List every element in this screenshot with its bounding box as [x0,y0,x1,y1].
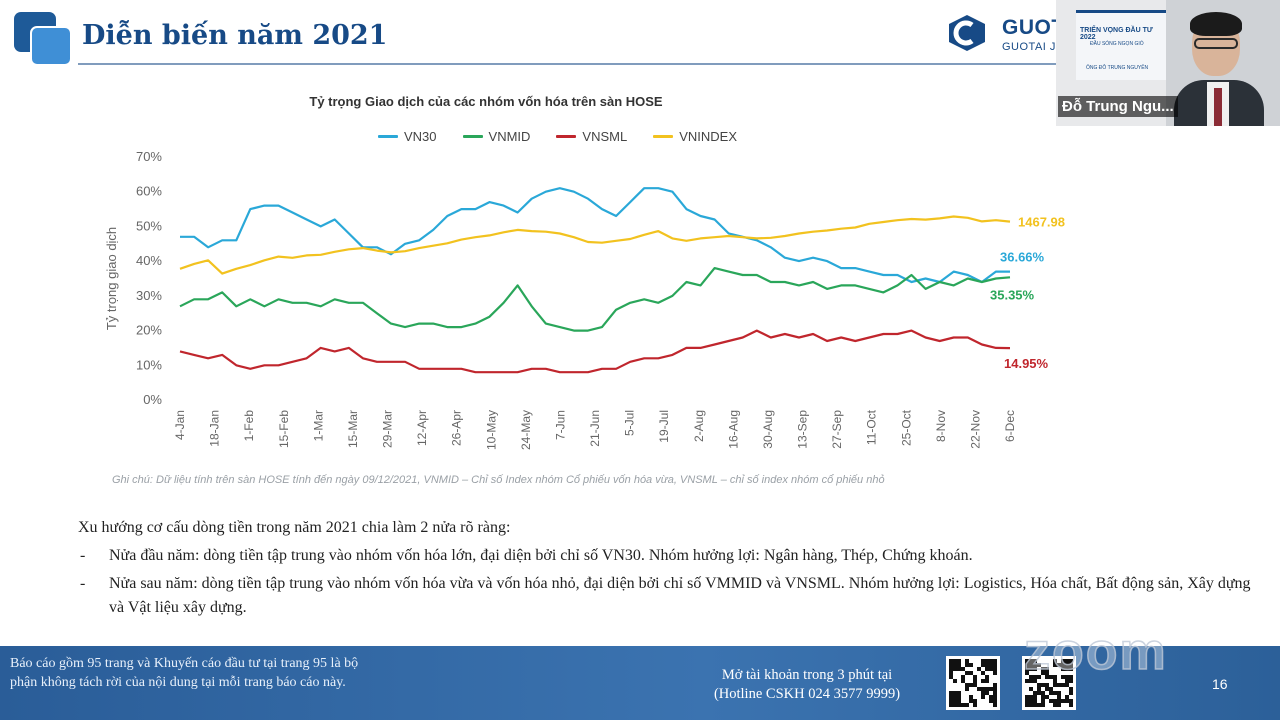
data-label-vnindex: 1467.98 [1018,215,1065,230]
y-axis-label: Tỷ trọng giao dịch [104,227,119,330]
x-tick-label: 24-May [519,410,533,450]
zoom-watermark: zoom [1023,622,1168,682]
footer-cta: Mở tài khoản trong 3 phút tại (Hotline C… [692,666,922,704]
participant-video[interactable]: TRIỂN VỌNG ĐẦU TƯ 2022 ĐẦU SÓNG NGỌN GIÓ… [1056,0,1280,126]
participant-name: Đỗ Trung Ngu... [1058,96,1178,117]
slide-header: Diễn biến năm 2021 GUOT GUOTAI J [0,0,1280,68]
legend-label: VNSML [582,128,628,144]
x-tick-label: 2-Aug [692,410,706,442]
slide-title: Diễn biến năm 2021 [82,20,388,51]
x-tick-label: 18-Jan [208,410,222,447]
legend-item-vn30: VN30 [378,128,437,144]
brand-name: GUOT [1002,16,1065,39]
brand-mark-icon [949,15,985,51]
brand-subtitle: GUOTAI J [1002,41,1056,53]
y-tick-label: 40% [136,253,162,268]
series-line-vnmid [179,267,1011,332]
body-text: Xu hướng cơ cấu dòng tiền trong năm 2021… [78,516,1268,624]
event-banner-title: TRIỂN VỌNG ĐẦU TƯ 2022 [1080,27,1153,41]
x-tick-label: 13-Sep [796,410,810,449]
x-tick-label: 6-Dec [1003,410,1017,442]
x-tick-label: 22-Nov [968,410,982,449]
x-tick-label: 10-May [484,410,498,450]
legend-swatch [462,134,483,138]
y-tick-label: 20% [136,323,162,338]
x-tick-label: 1-Feb [242,410,256,442]
event-banner-host: ÔNG ĐỖ TRUNG NGUYÊN [1086,65,1149,71]
x-tick-label: 19-Jul [657,410,671,443]
y-tick-label: 60% [136,184,162,199]
series-line-vn30 [180,187,1010,284]
event-banner-subtitle: ĐẦU SÓNG NGỌN GIÓ [1090,41,1144,47]
legend-label: VN30 [404,128,437,144]
y-tick-label: 10% [136,357,162,372]
legend-item-vnsml: VNSML [556,128,627,144]
brand-logo: GUOT GUOTAI J [944,12,1064,58]
x-tick-label: 15-Feb [277,410,291,448]
x-tick-label: 5-Jul [623,410,637,436]
y-tick-label: 70% [136,149,162,164]
page-number: 16 [1212,676,1228,692]
header-divider [78,63,1058,65]
chart-legend: VN30 VNMID VNSML VNINDEX [378,128,737,144]
bullet-item: - Nửa đầu năm: dòng tiền tập trung vào n… [78,544,1268,568]
slide-logo-icon [14,12,72,66]
slide-footer: Báo cáo gồm 95 trang và Khuyến cáo đầu t… [0,646,1280,720]
data-label-vn30: 36.66% [1000,250,1045,265]
qr-code-icon [1022,656,1076,710]
bullet-text: Nửa đầu năm: dòng tiền tập trung vào nhó… [109,547,973,564]
x-tick-label: 11-Oct [865,409,879,445]
legend-swatch [378,134,398,138]
line-chart: 0% 10% 20% 30% 40% 50% 60% 70% Tỷ trọng giao dịc… [96,86,1096,466]
footer-disclaimer: Báo cáo gồm 95 trang và Khuyến cáo đầu t… [10,656,359,690]
x-tick-label: 26-Apr [450,410,464,446]
y-tick-label: 30% [136,288,162,303]
legend-swatch [653,134,674,138]
series-line-vnsml [179,329,1011,374]
chart-note: Ghi chú: Dữ liệu tính trên sàn HOSE tính… [112,474,885,486]
x-tick-label: 12-Apr [415,410,429,446]
x-tick-label: 15-Mar [346,410,360,448]
bullet-marker: - [80,575,86,592]
x-tick-label: 27-Sep [830,410,844,449]
x-tick-label: 8-Nov [934,410,948,442]
cta-hotline: (Hotline CSKH 024 3577 9999) [713,686,901,702]
legend-label: VNINDEX [679,128,738,144]
x-tick-label: 21-Jun [588,410,602,447]
series-line-vnindex [179,215,1011,275]
legend-item-vnmid: VNMID [462,128,531,144]
bullet-item: - Nửa sau năm: dòng tiền tập trung vào n… [78,572,1268,620]
x-tick-label: 16-Aug [726,410,740,449]
x-tick-label: 4-Jan [173,410,187,440]
x-tick-label: 29-Mar [381,410,395,448]
x-tick-label: 7-Jun [553,410,567,440]
x-tick-label: 1-Mar [311,410,325,441]
event-banner: TRIỂN VỌNG ĐẦU TƯ 2022 ĐẦU SÓNG NGỌN GIÓ… [1076,10,1166,80]
data-label-vnsml: 14.95% [1004,356,1049,371]
x-tick-label: 30-Aug [761,410,775,449]
x-tick-label: 25-Oct [899,409,913,446]
bullet-text: Nửa sau năm: dòng tiền tập trung vào nhó… [109,575,1251,616]
chart-title: Tỷ trọng Giao dịch của các nhóm vốn hóa … [309,94,663,109]
body-intro: Xu hướng cơ cấu dòng tiền trong năm 2021… [78,519,511,536]
chart-svg: 0% 10% 20% 30% 40% 50% 60% 70% Tỷ trọng giao dịc… [104,149,1065,450]
y-tick-label: 0% [143,392,162,407]
qr-code-icon [946,656,1000,710]
data-label-vnmid: 35.35% [990,287,1035,302]
participant-avatar [1174,8,1264,126]
legend-label: VNMID [488,128,531,144]
legend-swatch [556,134,577,138]
legend-item-vnindex: VNINDEX [653,128,737,144]
y-tick-label: 50% [136,218,162,233]
bullet-marker: - [80,547,86,564]
cta-line-1: Mở tài khoản trong 3 phút tại [721,667,893,683]
